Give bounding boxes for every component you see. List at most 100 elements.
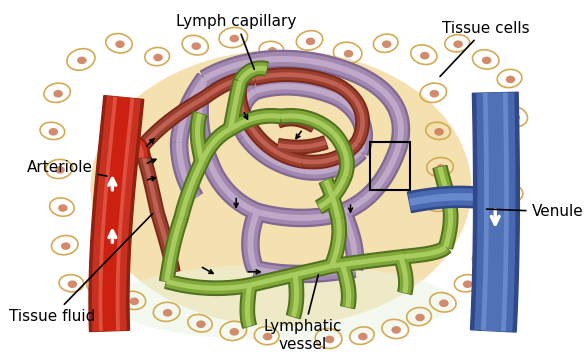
Ellipse shape: [325, 336, 334, 343]
Polygon shape: [151, 210, 180, 273]
Polygon shape: [155, 211, 176, 272]
Polygon shape: [277, 117, 315, 128]
Polygon shape: [304, 147, 365, 178]
Polygon shape: [200, 127, 232, 162]
Polygon shape: [340, 62, 408, 150]
Polygon shape: [342, 66, 404, 149]
Text: Lymphatic
vessel: Lymphatic vessel: [264, 274, 342, 352]
Polygon shape: [102, 97, 130, 331]
Ellipse shape: [77, 56, 87, 64]
Polygon shape: [253, 261, 356, 282]
Ellipse shape: [420, 52, 430, 59]
Polygon shape: [437, 167, 452, 206]
Ellipse shape: [49, 128, 58, 136]
Polygon shape: [291, 275, 299, 317]
Polygon shape: [139, 147, 160, 212]
Polygon shape: [193, 76, 216, 164]
Polygon shape: [334, 90, 372, 155]
Polygon shape: [329, 129, 353, 178]
Polygon shape: [254, 68, 341, 91]
Polygon shape: [195, 113, 204, 162]
Polygon shape: [443, 205, 453, 248]
Ellipse shape: [436, 164, 446, 172]
Polygon shape: [340, 145, 406, 220]
Polygon shape: [238, 66, 267, 83]
Ellipse shape: [196, 320, 205, 328]
Polygon shape: [336, 264, 356, 309]
Polygon shape: [165, 274, 251, 295]
Polygon shape: [277, 137, 328, 152]
Polygon shape: [92, 96, 141, 332]
Ellipse shape: [191, 42, 201, 50]
Polygon shape: [434, 166, 456, 206]
Polygon shape: [276, 112, 318, 132]
Polygon shape: [245, 120, 303, 164]
Ellipse shape: [153, 54, 163, 61]
Polygon shape: [201, 71, 257, 103]
Polygon shape: [255, 72, 339, 87]
Bar: [370, 142, 410, 190]
Polygon shape: [234, 61, 268, 85]
Polygon shape: [136, 92, 208, 152]
Polygon shape: [408, 188, 477, 211]
Ellipse shape: [439, 299, 448, 307]
Polygon shape: [195, 123, 234, 164]
Polygon shape: [166, 279, 250, 291]
Polygon shape: [238, 88, 257, 137]
Polygon shape: [325, 217, 346, 269]
Polygon shape: [225, 80, 246, 130]
Polygon shape: [233, 75, 254, 125]
Ellipse shape: [130, 298, 139, 305]
Polygon shape: [178, 160, 204, 219]
Polygon shape: [227, 109, 282, 135]
Ellipse shape: [511, 114, 520, 121]
Polygon shape: [397, 254, 409, 293]
Polygon shape: [305, 150, 362, 174]
Ellipse shape: [482, 257, 491, 264]
Polygon shape: [303, 146, 366, 180]
Ellipse shape: [230, 328, 239, 336]
Polygon shape: [228, 81, 242, 130]
Polygon shape: [120, 137, 148, 157]
Ellipse shape: [430, 90, 439, 97]
Text: Arteriole: Arteriole: [26, 160, 107, 176]
Polygon shape: [89, 96, 144, 332]
Polygon shape: [241, 285, 255, 328]
Polygon shape: [255, 205, 345, 225]
Polygon shape: [280, 109, 338, 138]
Polygon shape: [201, 72, 257, 102]
Polygon shape: [335, 79, 369, 146]
Polygon shape: [440, 204, 457, 249]
Polygon shape: [485, 93, 504, 331]
Ellipse shape: [433, 199, 442, 207]
Ellipse shape: [344, 50, 353, 58]
Polygon shape: [235, 62, 268, 84]
Ellipse shape: [115, 41, 125, 48]
Polygon shape: [254, 83, 339, 100]
Ellipse shape: [58, 204, 68, 212]
Polygon shape: [331, 254, 405, 269]
Ellipse shape: [415, 314, 425, 321]
Polygon shape: [319, 177, 345, 220]
Polygon shape: [170, 73, 212, 143]
Polygon shape: [245, 285, 252, 327]
Polygon shape: [172, 74, 210, 143]
Polygon shape: [471, 92, 519, 332]
Ellipse shape: [90, 50, 471, 326]
Polygon shape: [335, 80, 368, 145]
Polygon shape: [433, 165, 457, 206]
Polygon shape: [321, 178, 344, 220]
Text: Venule: Venule: [487, 204, 583, 219]
Polygon shape: [244, 209, 264, 272]
Polygon shape: [257, 209, 344, 221]
Polygon shape: [277, 136, 328, 154]
Polygon shape: [340, 211, 358, 269]
Polygon shape: [335, 209, 363, 270]
Polygon shape: [203, 76, 256, 100]
Polygon shape: [99, 97, 134, 331]
Ellipse shape: [501, 152, 511, 159]
Text: Lymph capillary: Lymph capillary: [176, 14, 296, 69]
Polygon shape: [253, 79, 341, 104]
Ellipse shape: [53, 90, 63, 97]
Polygon shape: [280, 110, 338, 137]
